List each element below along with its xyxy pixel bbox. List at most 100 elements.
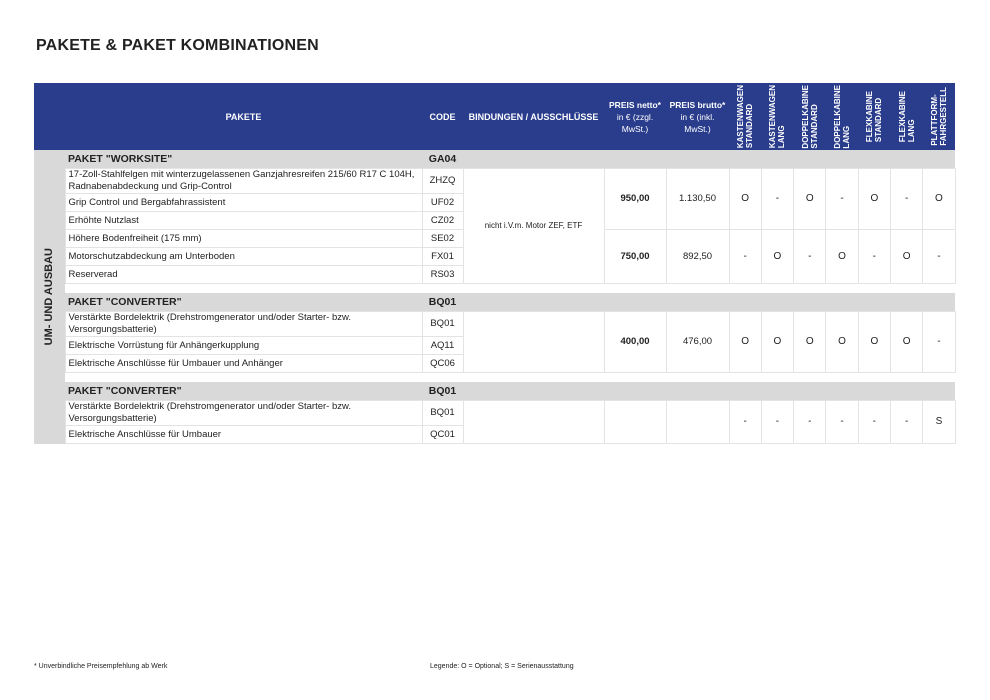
header-pakete: PAKETE [65,83,422,150]
availability: - [825,400,859,444]
availability: O [857,168,891,230]
price-netto: 750,00 [603,229,667,284]
model-label: FLEXKABINE STANDARD [865,91,883,142]
item-row: Höhere Bodenfreiheit (175 mm) SE02 750,00 8… [34,229,956,284]
model-line: DOPPELKABINE [833,84,843,149]
group-header: PAKET "CONVERTER" BQ01 [34,293,956,312]
header-code: CODE [422,83,463,150]
group-header: PAKET "CONVERTER" BQ01 [34,382,956,401]
model-label: KASTENWAGEN STANDARD [736,85,754,148]
price-netto: 400,00 [603,311,667,373]
page-title: PAKETE & PAKET KOMBINATIONEN [36,37,319,54]
header-row: PAKETE CODE BINDUNGEN / AUSSCHLÜSSE PREI… [34,83,956,150]
item-text: Erhöhte Nutzlast [64,211,423,230]
item-row: Elektrische Anschlüsse für Umbauer und A… [34,354,955,373]
header-line: in € (zzgl. [616,111,654,122]
model-label: DOPPELKABINE LANG [833,85,851,149]
header-line: MwSt.) [684,123,711,134]
availability: - [889,400,924,444]
item-text: Verstärkte Bordelektrik (Drehstromgenera… [64,400,423,426]
spacer [65,284,955,294]
group-code: BQ01 [422,382,463,401]
availability: - [889,168,924,230]
item-row: Elektrische Anschlüsse für Umbauer QC01 [34,425,955,444]
item-code: RS03 [421,265,464,284]
item-row: 17-Zoll-Stahlfelgen mit winterzugelassen… [34,168,956,284]
model-line: STANDARD [809,103,819,149]
item-code: BQ01 [421,400,464,426]
header-model: DOPPELKABINE STANDARD [793,83,826,150]
item-code: UF02 [421,193,464,212]
header-line: in € (inkl. [680,111,715,122]
price-brutto: 892,50 [665,229,730,284]
header-model: KASTENWAGEN LANG [761,83,794,150]
header-model: PLATTFORM- FAHRGESTELL [922,83,956,150]
price-netto [603,400,667,444]
availability: O [728,168,762,230]
item-code: CZ02 [421,211,464,230]
availability: O [760,229,795,284]
header-bindungen: BINDUNGEN / AUSSCHLÜSSE [463,83,604,150]
header-model: FLEXKABINE LANG [890,83,923,150]
availability: O [889,229,924,284]
model-line: FLEXKABINE [897,90,907,143]
header-line: MwSt.) [621,123,649,134]
model-line: DOPPELKABINE [800,84,810,149]
item-code: SE02 [421,229,464,248]
group-title: PAKET "WORKSITE" [65,150,422,169]
price-netto: 950,00 [603,168,667,230]
item-text: Verstärkte Bordelektrik (Drehstromgenera… [64,311,423,337]
price-brutto [665,400,730,444]
item-code: FX01 [421,247,464,266]
availability: - [793,400,827,444]
item-text: Elektrische Anschlüsse für Umbauer [64,425,423,444]
item-code: QC06 [421,354,464,373]
spacer-row [34,284,955,294]
model-line: LANG [777,125,787,149]
header-model: FLEXKABINE STANDARD [858,83,891,150]
price-brutto: 476,00 [665,311,730,373]
side-label-cell: UM- UND AUSBAU [34,150,65,444]
model-line: STANDARD [745,103,755,149]
availability: O [793,168,827,230]
model-line: FAHRGESTELL [938,87,948,146]
item-text: Elektrische Vorrüstung für Anhängerkuppl… [64,336,423,355]
group-fill [463,150,956,169]
item-row: Verstärkte Bordelektrik (Drehstromgenera… [34,400,956,444]
availability: O [793,311,827,373]
group-fill [463,382,956,401]
group-code: BQ01 [422,293,463,312]
model-label: KASTENWAGEN LANG [768,85,786,148]
bindung: nicht i.V.m. Motor ZEF, ETF [462,168,605,284]
model-line: FLEXKABINE [865,90,875,143]
bindung [462,311,605,373]
header-preis-netto: PREIS netto* in € (zzgl. MwSt.) [604,83,666,150]
spacer [65,373,955,383]
item-text: 17-Zoll-Stahlfelgen mit winterzugelassen… [64,168,423,194]
model-line: STANDARD [874,97,884,143]
item-text: Elektrische Anschlüsse für Umbauer und A… [64,354,423,373]
item-code: BQ01 [421,311,464,337]
header-model: KASTENWAGEN STANDARD [729,83,762,150]
header-line: PREIS brutto* [669,99,726,110]
header-side [34,83,65,150]
model-label: PLATTFORM- FAHRGESTELL [930,87,948,146]
legend: Legende: O = Optional; S = Serienausstat… [430,663,574,670]
availability: - [728,400,762,444]
availability: O [857,311,891,373]
availability: S [922,400,956,444]
model-label: DOPPELKABINE STANDARD [801,85,819,149]
availability: O [825,229,859,284]
item-row: Verstärkte Bordelektrik (Drehstromgenera… [34,311,956,373]
item-code: ZHZQ [421,168,464,194]
bindung [462,400,605,444]
group-header: UM- UND AUSBAU PAKET "WORKSITE" GA04 [34,150,956,444]
availability: O [728,311,762,373]
model-line: KASTENWAGEN [736,84,746,149]
item-text: Grip Control und Bergabfahrassistent [64,193,423,212]
item-text: Höhere Bodenfreiheit (175 mm) [64,229,423,248]
availability: - [728,229,762,284]
item-code: AQ11 [421,336,464,355]
model-label: FLEXKABINE LANG [898,91,916,142]
